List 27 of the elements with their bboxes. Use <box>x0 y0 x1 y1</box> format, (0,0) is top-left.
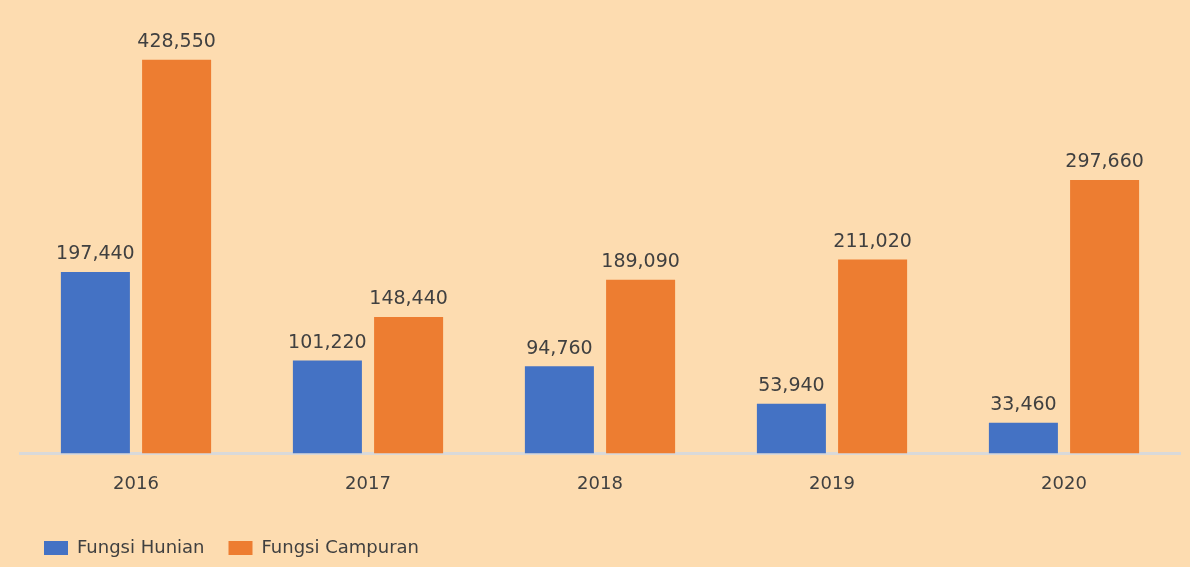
bar <box>756 403 826 454</box>
bar <box>524 366 594 454</box>
x-tick-label: 2019 <box>809 471 855 493</box>
x-tick-label: 2018 <box>577 471 623 493</box>
bar <box>60 272 130 454</box>
data-label: 94,760 <box>526 335 593 358</box>
bar <box>606 279 676 454</box>
data-label: 197,440 <box>56 241 135 264</box>
bar <box>374 317 444 454</box>
bar <box>292 360 362 454</box>
x-tick-label: 2020 <box>1041 471 1087 493</box>
data-label: 148,440 <box>369 286 448 309</box>
x-tick-label: 2016 <box>113 471 159 493</box>
data-label: 211,020 <box>833 228 912 251</box>
data-label: 101,220 <box>288 329 367 352</box>
bar <box>988 422 1058 454</box>
bar <box>838 259 908 454</box>
data-label: 297,660 <box>1065 149 1144 172</box>
x-tick-label: 2017 <box>345 471 391 493</box>
data-label: 33,460 <box>990 392 1057 415</box>
data-label: 428,550 <box>137 29 216 52</box>
data-label: 189,090 <box>601 249 680 272</box>
bar <box>1070 179 1140 454</box>
bar <box>142 59 212 454</box>
data-label: 53,940 <box>758 373 825 396</box>
legend-label: Fungsi Campuran <box>261 535 420 557</box>
legend-label: Fungsi Hunian <box>77 535 205 557</box>
